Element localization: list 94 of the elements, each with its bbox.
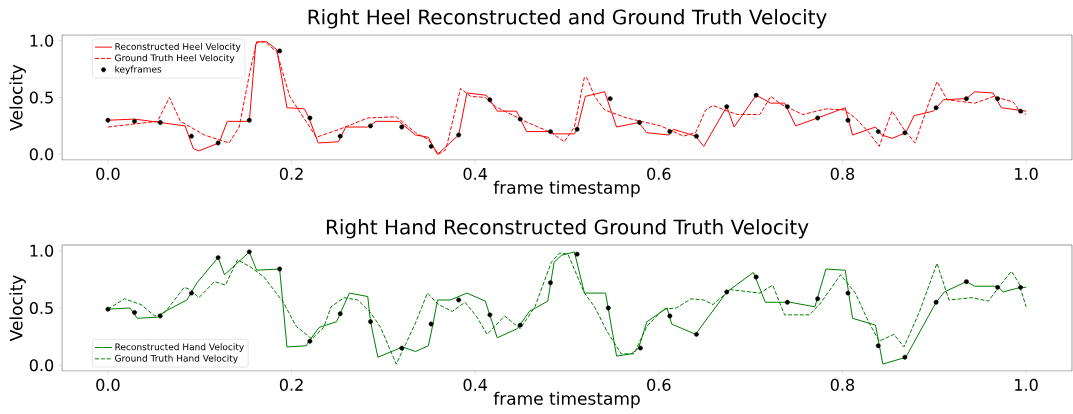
legend-label: keyframes xyxy=(115,65,162,75)
point xyxy=(487,97,493,103)
legend-label: Ground Truth Heel Velocity xyxy=(115,54,235,63)
y-axis-title: Velocity xyxy=(9,64,26,131)
legend-label: Reconstructed Heel Velocity xyxy=(115,42,241,52)
point xyxy=(157,313,163,319)
point xyxy=(964,96,969,102)
point xyxy=(933,299,939,305)
point xyxy=(902,130,908,136)
y-tick-label: 1.0 xyxy=(30,244,54,257)
point xyxy=(132,118,137,124)
point xyxy=(428,143,434,149)
point xyxy=(784,104,790,109)
y-tick-label: 1.0 xyxy=(30,34,54,47)
point xyxy=(753,274,759,280)
point xyxy=(724,104,730,109)
point xyxy=(246,117,252,123)
point xyxy=(399,124,405,130)
point xyxy=(995,284,1001,290)
x-tick-label: 0.0 xyxy=(96,167,120,180)
point xyxy=(517,322,523,328)
point xyxy=(753,92,759,98)
point xyxy=(964,279,969,285)
y-axis-title: Velocity xyxy=(9,275,26,342)
point xyxy=(607,96,613,102)
point xyxy=(456,132,462,138)
line-series xyxy=(107,41,1027,155)
point xyxy=(132,310,137,315)
point xyxy=(105,306,111,312)
x-axis-title: frame timestamp xyxy=(493,180,640,198)
point xyxy=(368,319,373,325)
x-tick-label: 1.0 xyxy=(1015,378,1038,391)
point xyxy=(694,133,699,139)
point xyxy=(815,115,821,121)
point xyxy=(933,105,939,111)
point xyxy=(307,338,313,344)
point xyxy=(215,140,221,146)
point xyxy=(157,120,163,125)
legend-label: Reconstructed Hand Velocity xyxy=(115,343,244,353)
point xyxy=(1018,108,1023,114)
point xyxy=(277,266,283,272)
x-axis-title: frame timestamp xyxy=(493,391,640,409)
point xyxy=(574,126,580,132)
x-tick-label: 0.2 xyxy=(279,167,303,180)
point xyxy=(995,96,1001,102)
point xyxy=(548,129,553,134)
point xyxy=(638,345,643,351)
point xyxy=(487,312,493,318)
point xyxy=(667,313,673,319)
point xyxy=(246,249,252,255)
point xyxy=(845,290,851,296)
point xyxy=(105,117,111,123)
point xyxy=(694,331,699,337)
x-tick-label: 0.2 xyxy=(279,378,303,391)
point xyxy=(456,297,462,303)
point xyxy=(637,120,642,125)
point xyxy=(1018,284,1023,290)
point xyxy=(574,251,580,257)
x-tick-label: 0.4 xyxy=(463,378,488,391)
y-tick-label: 0.0 xyxy=(29,148,54,161)
point xyxy=(189,290,194,296)
x-tick-label: 0.8 xyxy=(830,378,855,391)
point xyxy=(845,117,851,123)
point xyxy=(307,115,313,121)
y-tick-label: 0.0 xyxy=(29,359,54,372)
x-tick-label: 0.0 xyxy=(96,378,120,391)
point xyxy=(605,305,611,311)
chart-title: Right Hand Reconstructed Ground Truth Velocity xyxy=(326,219,809,239)
point xyxy=(337,133,343,139)
point xyxy=(337,311,343,317)
x-tick-label: 1.0 xyxy=(1015,167,1038,180)
x-tick-label: 0.6 xyxy=(647,167,671,180)
point xyxy=(875,129,881,134)
point xyxy=(902,354,908,360)
legend-label: Ground Truth Hand Velocity xyxy=(115,354,238,364)
point xyxy=(215,255,221,260)
point xyxy=(428,321,434,327)
point xyxy=(875,343,881,349)
point xyxy=(548,280,553,286)
point xyxy=(815,296,821,302)
point xyxy=(667,129,673,134)
point xyxy=(724,289,730,295)
x-tick-label: 0.4 xyxy=(463,167,488,180)
point xyxy=(368,123,373,129)
x-tick-label: 0.8 xyxy=(830,167,855,180)
y-tick-label: 0.5 xyxy=(29,91,53,104)
x-tick-label: 0.6 xyxy=(647,378,671,391)
chart-title: Right Heel Reconstructed and Ground Truth Velocity xyxy=(308,9,827,29)
point xyxy=(784,299,790,305)
point xyxy=(277,48,283,54)
point xyxy=(399,345,405,351)
y-tick-label: 0.5 xyxy=(29,301,53,315)
point xyxy=(189,133,194,139)
point xyxy=(517,116,523,122)
